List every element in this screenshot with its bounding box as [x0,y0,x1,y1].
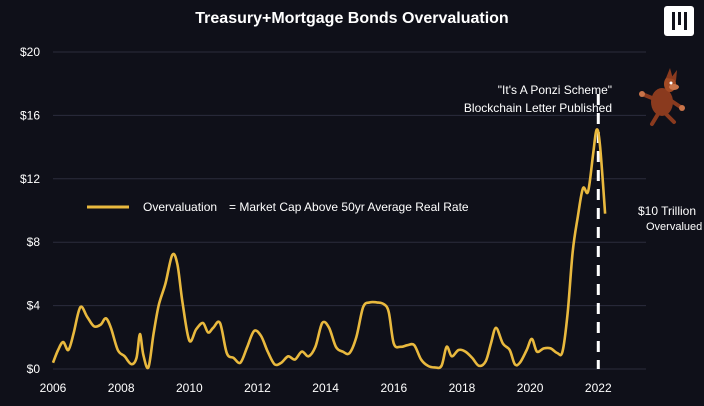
value-annotation: $10 Trillion Overvalued [638,204,702,233]
y-tick-label: $8 [27,235,41,249]
event-layer: "It's A Ponzi Scheme" Blockchain Letter … [464,83,612,369]
grid-layer [53,51,646,370]
x-tick-label: 2010 [176,381,203,395]
coyote-icon [639,68,685,126]
x-tick-label: 2020 [517,381,544,395]
axis-layer: $0 $4 $8 $12 $16 $20 2006 2008 2010 2012 2014 2016 2… [20,45,612,395]
x-tick-label: 2018 [449,381,476,395]
chart-title: Treasury+Mortgage Bonds Overvaluation [195,10,509,27]
series-layer [51,128,607,370]
y-tick-label: $4 [27,299,41,313]
series-line-overvaluation [51,128,607,370]
legend-definition: = Market Cap Above 50yr Average Real Rat… [229,200,469,214]
y-tick-label: $12 [20,172,40,186]
value-annotation-line-2: Overvalued [646,221,702,233]
x-tick-label: 2022 [585,381,612,395]
legend-series-label: Overvaluation [143,200,217,214]
x-tick-label: 2006 [40,381,67,395]
logo-icon [664,6,694,36]
x-tick-label: 2016 [380,381,407,395]
y-tick-label: $20 [20,45,40,59]
x-tick-label: 2012 [244,381,271,395]
event-label-line-1: "It's A Ponzi Scheme" [498,83,612,97]
y-tick-label: $16 [20,108,40,122]
x-tick-label: 2008 [108,381,135,395]
value-annotation-line-1: $10 Trillion [638,204,696,218]
x-tick-label: 2014 [312,381,339,395]
y-tick-label: $0 [27,362,41,376]
event-label-line-2: Blockchain Letter Published [464,101,612,115]
legend: Overvaluation = Market Cap Above 50yr Av… [87,200,469,214]
